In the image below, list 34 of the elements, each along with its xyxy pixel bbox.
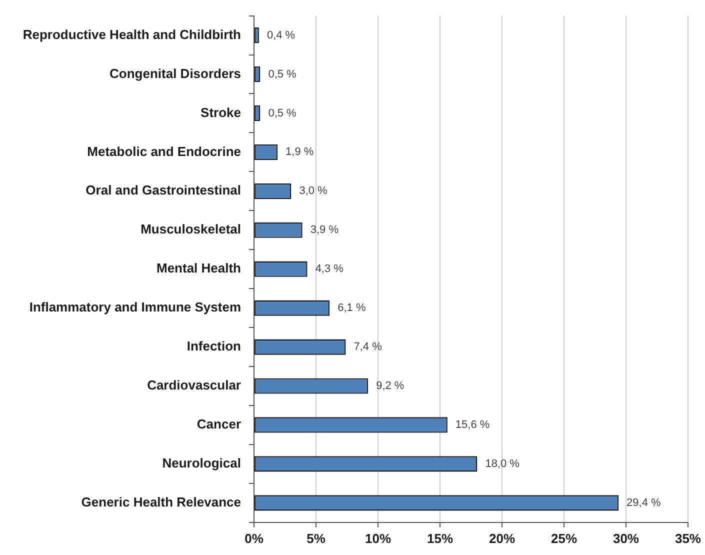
x-tick-label: 15% [426,530,454,546]
x-tick-label: 10% [364,530,392,546]
data-label: 4,3 % [315,263,344,276]
data-label: 18,0 % [485,458,520,470]
y-tick-label: Stroke [200,104,241,120]
data-label: 7,4 % [354,341,382,354]
y-tick-label: Infection [186,338,242,354]
y-tick-label: Oral and Gastrointestinal [86,182,241,198]
data-label: 15,6 % [455,419,490,432]
y-tick-label: Cardiovascular [147,378,241,393]
x-tick-label: 20% [488,530,516,546]
data-label: 9,2 % [376,380,404,392]
data-label: 3,0 % [299,185,328,198]
y-tick-label: Congenital Disorders [110,66,241,81]
x-tick-label: 5% [306,530,326,546]
data-label: 29,4 % [626,496,662,509]
data-label: 1,9 % [286,146,314,158]
x-tick-label: 0% [244,530,264,546]
y-tick-label: Generic Health Relevance [81,494,241,510]
data-label: 3,9 % [310,224,339,236]
data-label: 0,4 % [266,29,296,42]
y-tick-label: Metabolic and Endocrine [87,144,241,159]
y-tick-label: Neurological [162,456,241,471]
data-label: 6,1 % [338,302,366,314]
y-tick-label: Mental Health [156,260,242,276]
data-label: 0,5 % [268,68,297,80]
x-tick-label: 35% [674,530,702,546]
x-tick-label: 30% [612,530,640,546]
data-label: 0,5 % [268,107,297,120]
y-tick-label: Inflammatory and Immune System [29,300,241,315]
x-tick-label: 25% [550,530,578,546]
y-tick-label: Musculoskeletal [140,222,241,237]
y-tick-label: Reproductive Health and Childbirth [22,26,242,42]
y-tick-label: Cancer [196,416,241,432]
